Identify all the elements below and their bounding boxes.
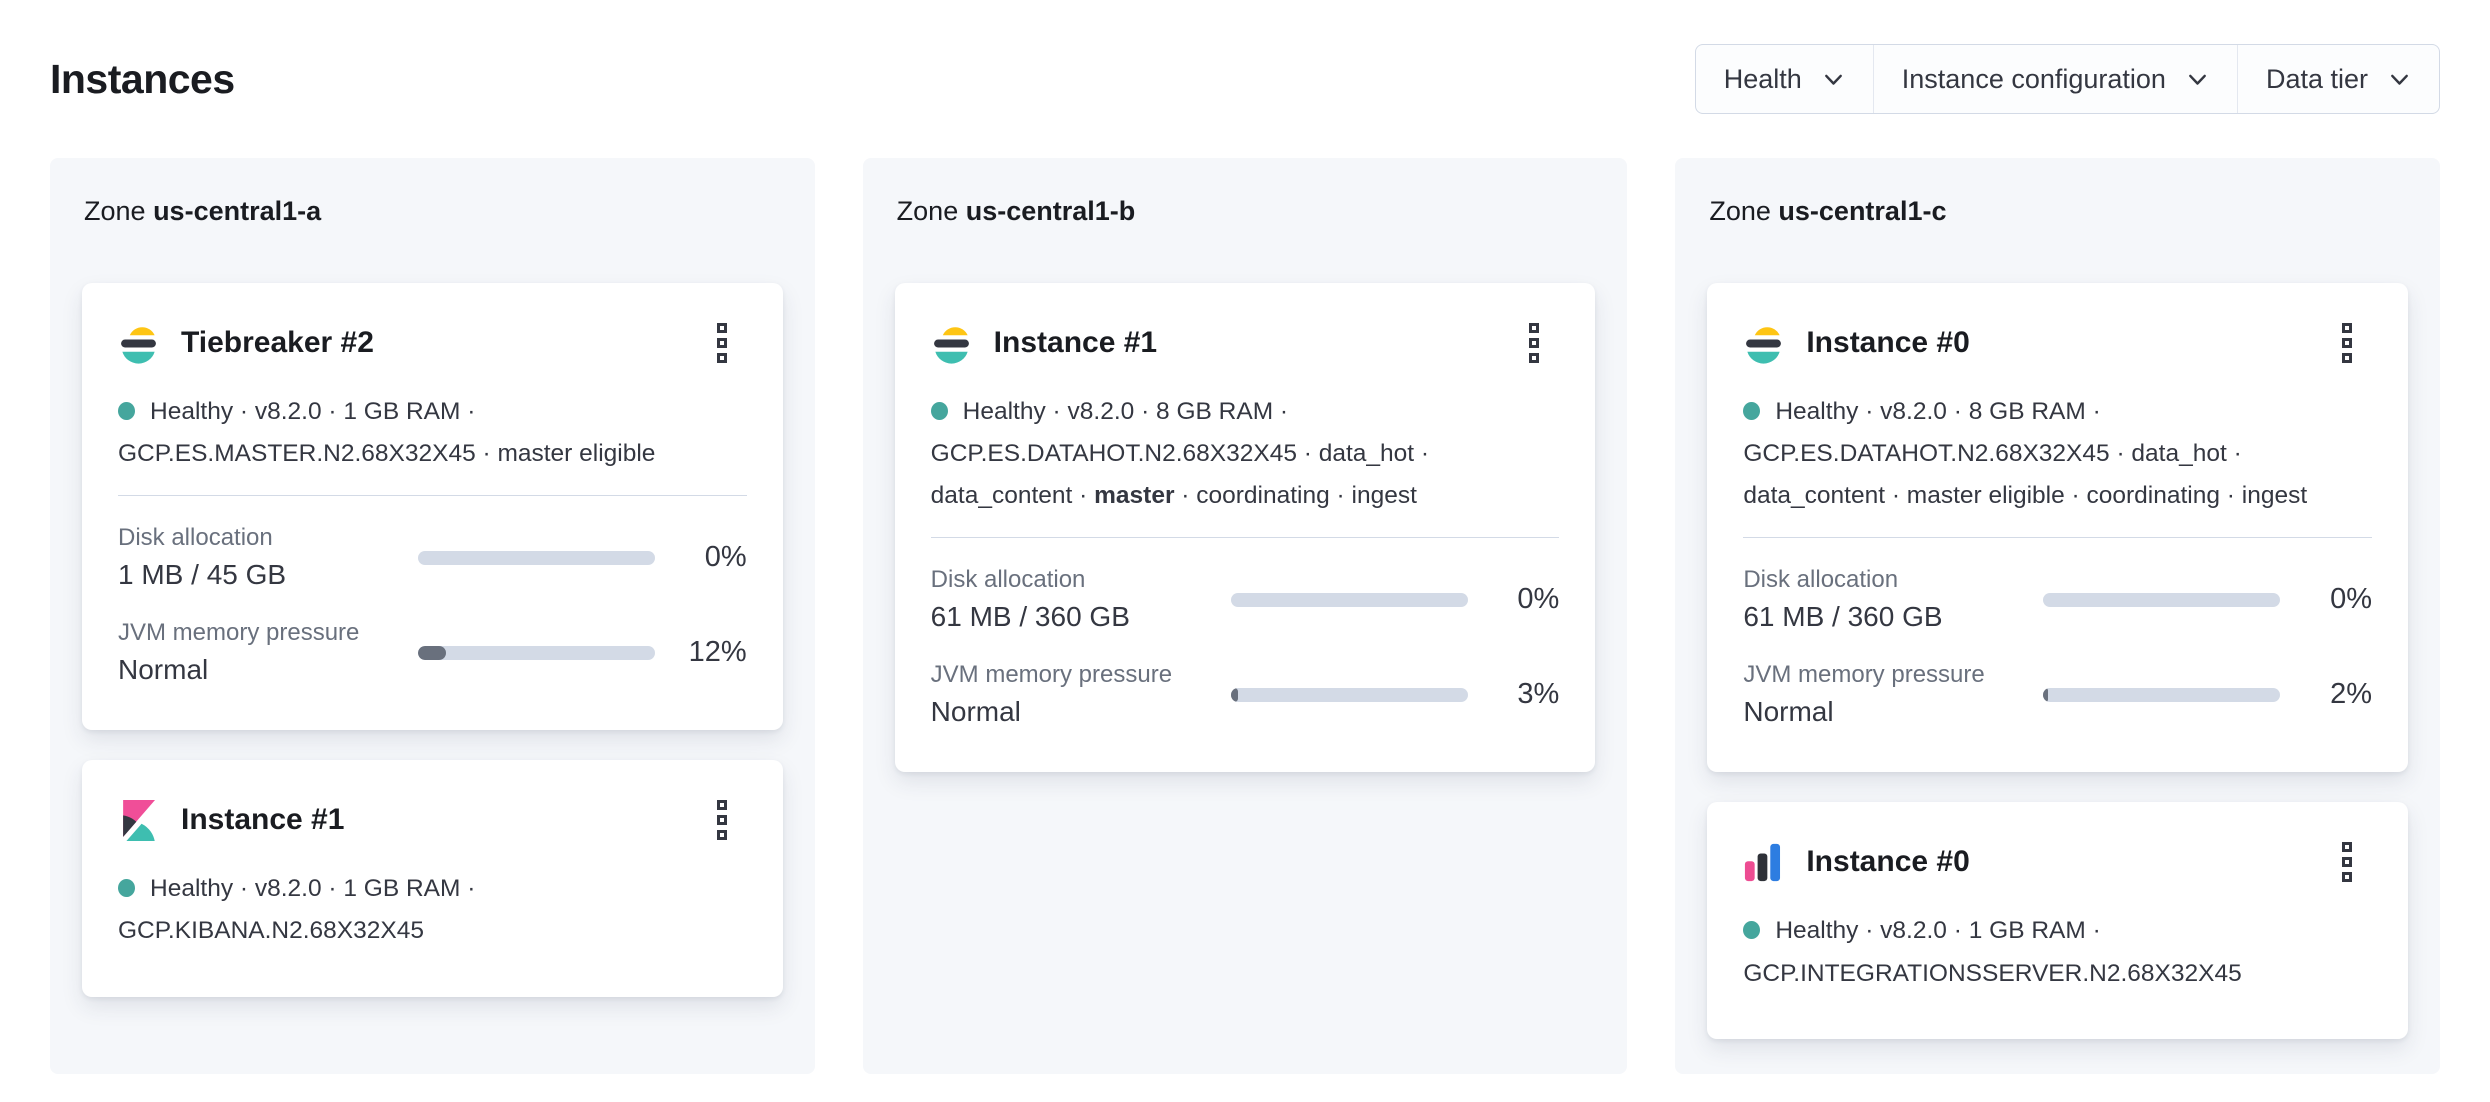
metric-label: JVM memory pressure xyxy=(1743,661,1985,689)
disk-allocation-progressbar xyxy=(418,550,655,565)
boxes-vertical-icon xyxy=(716,323,727,333)
metric-value: 1 MB / 45 GB xyxy=(118,559,287,591)
metric-label: JVM memory pressure xyxy=(930,661,1173,689)
elasticsearch-logo-icon xyxy=(121,326,156,364)
zone-name: us-central1-c xyxy=(1778,196,1947,226)
metric-value: Normal xyxy=(930,696,1021,728)
disk-allocation-metric: Disk allocation 61 MB / 360 GB 0% xyxy=(931,566,1560,633)
instance-menu-button[interactable] xyxy=(713,319,731,367)
healthy-status-icon xyxy=(118,402,135,420)
metric-label: JVM memory pressure xyxy=(118,619,360,647)
zone-label: Zone us-central1-b xyxy=(896,196,1136,226)
page-title: Instances xyxy=(50,55,235,102)
jvm-memory-pressure-metric: JVM memory pressure Normal 12% xyxy=(118,619,747,686)
instance-menu-button[interactable] xyxy=(713,796,731,844)
divider xyxy=(1743,537,2373,539)
zone-panel-c: Zone us-central1-c Instance #0 Healthy ·… xyxy=(1675,158,2441,1074)
filter-health-label: Health xyxy=(1723,63,1802,94)
zone-name: us-central1-b xyxy=(965,196,1136,226)
jvm-memory-pressure-metric: JVM memory pressure Normal 2% xyxy=(1743,661,2372,728)
instance-title: Instance #0 xyxy=(1806,845,1970,879)
instance-menu-button[interactable] xyxy=(2338,838,2356,886)
disk-allocation-metric: Disk allocation 1 MB / 45 GB 0% xyxy=(118,524,747,591)
boxes-vertical-icon xyxy=(2342,842,2353,853)
boxes-vertical-icon xyxy=(1529,323,1540,333)
instance-menu-button[interactable] xyxy=(1525,319,1543,367)
disk-allocation-progressbar xyxy=(2043,592,2281,607)
healthy-status-icon xyxy=(1743,921,1761,940)
zones-row: Zone us-central1-a Tiebreaker #2 Healthy… xyxy=(50,158,2441,1074)
jvm-memory-pressure-metric: JVM memory pressure Normal 3% xyxy=(931,661,1560,728)
elasticsearch-logo-icon xyxy=(1746,326,1782,364)
zone-panel-b: Zone us-central1-b Instance #1 Healthy ·… xyxy=(862,158,1628,1074)
chevron-down-icon xyxy=(2189,74,2206,85)
jvm-memory-pressure-progressbar xyxy=(2043,687,2281,702)
metric-percent: 0% xyxy=(2330,583,2373,616)
divider xyxy=(118,495,747,497)
zone-panel-a: Zone us-central1-a Tiebreaker #2 Healthy… xyxy=(50,158,815,1074)
zone-name: us-central1-a xyxy=(153,196,322,226)
instance-title: Instance #1 xyxy=(993,326,1158,359)
instance-card-kibana-1: Instance #1 Healthy · v8.2.0 · 1 GB RAM … xyxy=(82,760,783,997)
chevron-down-icon xyxy=(1824,74,1842,85)
healthy-status-icon xyxy=(1743,402,1761,420)
integrations-server-logo-icon xyxy=(1745,843,1781,881)
metric-label: Disk allocation xyxy=(930,566,1086,594)
metric-value: 61 MB / 360 GB xyxy=(1743,601,1943,633)
instance-status: Healthy · v8.2.0 · 1 GB RAM · GCP.INTEGR… xyxy=(1743,917,2242,987)
filter-instance-configuration-label: Instance configuration xyxy=(1901,63,2166,94)
metric-percent: 2% xyxy=(2330,678,2373,711)
instance-status: Healthy · v8.2.0 · 8 GB RAM · GCP.ES.DAT… xyxy=(930,398,1430,510)
metric-percent: 3% xyxy=(1517,678,1560,711)
filter-instance-configuration[interactable]: Instance configuration xyxy=(1872,45,2237,113)
filter-health[interactable]: Health xyxy=(1696,45,1873,113)
jvm-memory-pressure-progressbar xyxy=(1230,687,1468,702)
healthy-status-icon xyxy=(118,879,135,898)
instance-title: Tiebreaker #2 xyxy=(181,326,374,359)
metric-label: Disk allocation xyxy=(118,524,273,552)
instance-menu-button[interactable] xyxy=(2338,319,2356,367)
filter-data-tier-label: Data tier xyxy=(2265,63,2368,94)
chevron-down-icon xyxy=(2391,74,2408,85)
instance-card-tiebreaker-2: Tiebreaker #2 Healthy · v8.2.0 · 1 GB RA… xyxy=(82,283,783,731)
metric-percent: 12% xyxy=(688,636,747,669)
disk-allocation-progressbar xyxy=(1230,592,1468,607)
healthy-status-icon xyxy=(930,402,948,420)
instance-title: Instance #0 xyxy=(1806,326,1970,359)
instance-title: Instance #1 xyxy=(181,803,345,837)
instance-card-es-c0: Instance #0 Healthy · v8.2.0 · 8 GB RAM … xyxy=(1707,283,2409,773)
metric-percent: 0% xyxy=(704,541,747,574)
kibana-logo-icon xyxy=(123,799,156,841)
metric-value: 61 MB / 360 GB xyxy=(930,601,1130,633)
metric-percent: 0% xyxy=(1517,583,1560,616)
elasticsearch-logo-icon xyxy=(933,326,969,364)
boxes-vertical-icon xyxy=(716,800,727,811)
metric-value: Normal xyxy=(118,654,209,686)
instance-status: Healthy · v8.2.0 · 1 GB RAM · GCP.KIBANA… xyxy=(118,875,476,945)
zone-label: Zone us-central1-a xyxy=(84,196,322,226)
filter-data-tier[interactable]: Data tier xyxy=(2236,45,2439,113)
boxes-vertical-icon xyxy=(2342,323,2353,333)
jvm-memory-pressure-progressbar xyxy=(418,645,655,660)
instance-status: Healthy · v8.2.0 · 1 GB RAM · GCP.ES.MAS… xyxy=(118,398,656,468)
instance-status: Healthy · v8.2.0 · 8 GB RAM · GCP.ES.DAT… xyxy=(1743,398,2308,510)
metric-value: Normal xyxy=(1743,696,1834,728)
disk-allocation-metric: Disk allocation 61 MB / 360 GB 0% xyxy=(1743,566,2372,633)
instance-card-integrations-0: Instance #0 Healthy · v8.2.0 · 1 GB RAM … xyxy=(1707,802,2409,1039)
metric-label: Disk allocation xyxy=(1743,566,1899,594)
instance-card-es-b1: Instance #1 Healthy · v8.2.0 · 8 GB RAM … xyxy=(894,283,1596,773)
page-header: Instances Health Instance configuration … xyxy=(50,0,2440,114)
divider xyxy=(930,537,1560,539)
filter-group: Health Instance configuration Data tier xyxy=(1694,44,2440,114)
zone-label: Zone us-central1-c xyxy=(1709,196,1947,226)
